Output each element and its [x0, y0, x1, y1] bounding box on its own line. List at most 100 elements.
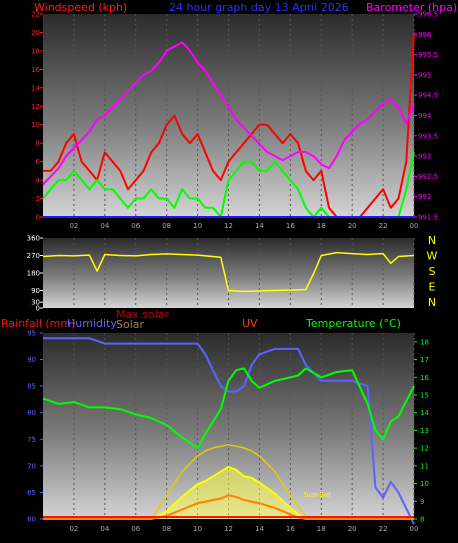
windspeed-y-ticks: 0 2 4 6 8 10 12 14 16 18 20 22 [31, 11, 43, 222]
x-tick-label: 14 [255, 222, 264, 230]
x-tick-label: 02 [69, 525, 78, 533]
graph-title: 24 hour graph day 13 April 2026 [169, 1, 349, 14]
y-tick-label: 30 [31, 299, 40, 307]
legend-uv: UV [242, 317, 258, 330]
y-tick-label: 18 [31, 47, 40, 55]
y-tick-label: 70 [27, 462, 36, 470]
y-tick-label: 22 [31, 11, 40, 19]
x-tick-label: 14 [255, 525, 264, 533]
x-axis-ticks-top: 02 04 06 08 10 12 14 16 18 20 22 00 [69, 222, 418, 230]
compass-label: S [429, 265, 436, 278]
legend-rainfall: Rainfall (mm) [1, 317, 75, 330]
x-tick-label: 18 [317, 222, 326, 230]
y-tick-label: 11 [420, 462, 429, 470]
y-tick-label: 0 [36, 305, 40, 313]
x-tick-label: 10 [193, 222, 202, 230]
humidity-y-ticks: 60 65 70 75 80 85 90 95 [27, 330, 43, 524]
y-tick-label: 14 [31, 84, 40, 92]
y-tick-label: 995 [418, 71, 431, 79]
y-tick-label: 180 [27, 270, 40, 278]
x-tick-label: 06 [131, 525, 140, 533]
direction-grid [73, 238, 415, 308]
series-humidity [43, 337, 415, 525]
y-tick-label: 6 [36, 158, 41, 166]
y-tick-label: 10 [420, 480, 429, 488]
y-tick-label: 65 [27, 489, 36, 497]
solar-fill [43, 466, 414, 519]
legend-max-solar: Max solar [116, 308, 169, 321]
x-tick-label: 04 [100, 222, 109, 230]
y-tick-label: 991.5 [418, 214, 438, 222]
y-tick-label: 2 [36, 195, 40, 203]
x-tick-label: 22 [379, 222, 388, 230]
legend-humidity: Humidity [67, 317, 117, 330]
legend-temperature: Temperature (°C) [305, 317, 401, 330]
compass-label: E [429, 281, 436, 294]
legend-solar: Solar [116, 318, 145, 331]
y-tick-label: 80 [27, 409, 36, 417]
y-tick-label: 17 [420, 356, 429, 364]
y-tick-label: 4 [36, 177, 41, 185]
direction-series [42, 251, 415, 293]
x-tick-label: 18 [317, 525, 326, 533]
wind-baro-series [42, 32, 415, 218]
y-tick-label: 16 [31, 66, 40, 74]
y-tick-label: 360 [27, 235, 40, 243]
series-uv [43, 494, 414, 520]
y-tick-label: 12 [420, 445, 429, 453]
y-tick-label: 270 [27, 252, 40, 260]
y-tick-label: 95 [27, 330, 36, 338]
y-tick-label: 9 [420, 498, 424, 506]
y-tick-label: 8 [36, 140, 40, 148]
y-tick-label: 0 [36, 214, 40, 222]
y-tick-label: 12 [31, 103, 40, 111]
x-tick-label: 00 [410, 525, 419, 533]
x-tick-label: 08 [162, 525, 171, 533]
y-tick-label: 8 [420, 516, 424, 524]
x-tick-label: 08 [162, 222, 171, 230]
y-tick-label: 994 [418, 112, 432, 120]
series-baro [42, 41, 415, 186]
x-tick-label: 16 [286, 222, 295, 230]
direction-y-ticks: 030 90 180 270 360 [27, 235, 43, 313]
y-tick-label: 994.5 [418, 92, 438, 100]
y-tick-label: 18 [420, 338, 429, 346]
x-tick-label: 16 [286, 525, 295, 533]
x-tick-label: 10 [193, 525, 202, 533]
barometer-y-ticks: 991.5 992 992.5 993 993.5 994 994.5 995 995.5 996… [414, 11, 438, 222]
y-tick-label: 90 [27, 356, 36, 364]
x-tick-label: 00 [410, 222, 419, 230]
y-tick-label: 15 [420, 392, 429, 400]
y-tick-label: 85 [27, 383, 36, 391]
x-tick-label: 22 [379, 525, 388, 533]
y-tick-label: 10 [31, 121, 40, 129]
series-temperature [42, 367, 415, 450]
y-tick-label: 996 [418, 31, 432, 39]
compass-label: N [428, 296, 436, 309]
compass-label: N [428, 234, 436, 247]
compass-label: W [427, 250, 438, 263]
x-tick-label: 20 [348, 222, 357, 230]
y-tick-label: 996.5 [418, 11, 438, 19]
y-tick-label: 16 [420, 374, 429, 382]
sunset-annotation: Sun Set [304, 491, 331, 499]
y-tick-label: 90 [31, 287, 40, 295]
x-tick-label: 20 [348, 525, 357, 533]
x-tick-label: 04 [100, 525, 109, 533]
y-tick-label: 20 [31, 29, 40, 37]
y-tick-label: 995.5 [418, 51, 438, 59]
x-axis-ticks-bottom: 02 04 06 08 10 12 14 16 18 20 22 00 [69, 525, 418, 533]
y-tick-label: 13 [420, 427, 429, 435]
y-tick-label: 14 [420, 409, 429, 417]
x-tick-label: 12 [224, 222, 233, 230]
y-tick-label: 993.5 [418, 132, 438, 140]
temperature-y-ticks: 8 9 10 11 12 13 14 15 16 17 18 [414, 338, 429, 524]
x-tick-label: 06 [131, 222, 140, 230]
y-tick-label: 992 [418, 193, 431, 201]
wind-baro-grid [73, 14, 415, 217]
climate-series [42, 337, 415, 525]
series-direction [42, 251, 415, 293]
barometer-axis-title: Barometer (hpa) [366, 1, 457, 14]
